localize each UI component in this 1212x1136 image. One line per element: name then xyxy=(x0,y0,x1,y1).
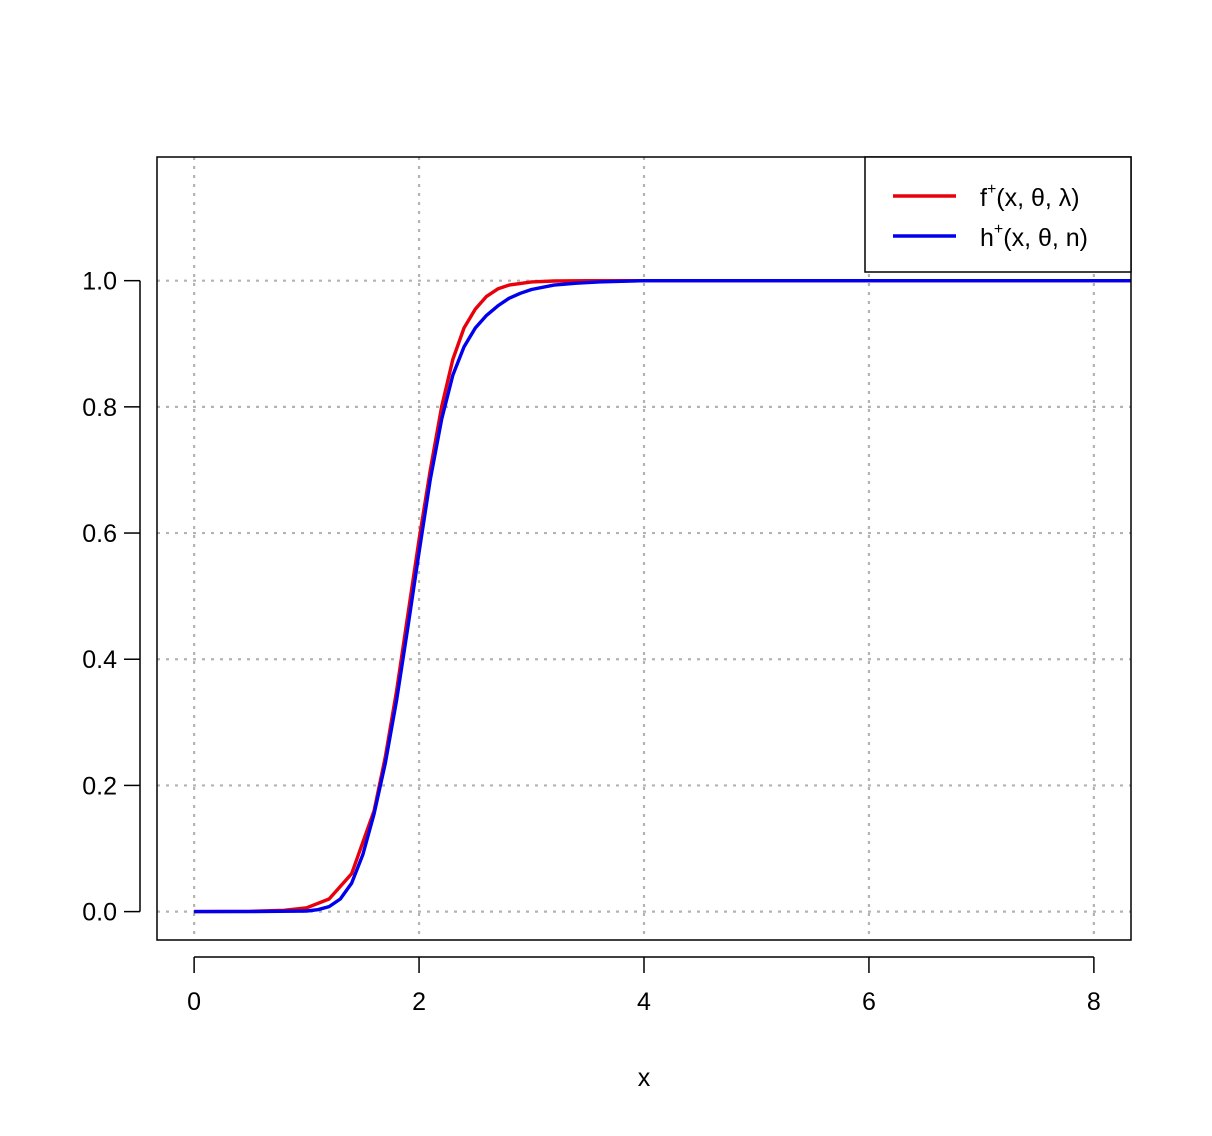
y-tick-label: 0.6 xyxy=(82,520,117,548)
legend-box xyxy=(864,156,1132,273)
y-tick-label: 0.2 xyxy=(82,772,117,800)
x-tick-label: 0 xyxy=(187,988,201,1016)
series-line-f xyxy=(194,279,1131,914)
y-axis: 0.0 0.2 0.4 0.6 0.8 1.0 xyxy=(82,268,141,927)
legend-label: h+(x, θ, n) xyxy=(980,221,1088,252)
plot-frame xyxy=(156,156,1132,941)
legend: f+(x, θ, λ) h+(x, θ, n) xyxy=(864,156,1132,273)
grid xyxy=(157,157,1131,940)
x-tick-label: 4 xyxy=(637,988,651,1016)
x-tick-label: 6 xyxy=(862,988,876,1016)
x-axis: 0 2 4 6 8 xyxy=(187,956,1101,1016)
legend-label: f+(x, θ, λ) xyxy=(980,181,1080,212)
y-tick-label: 0.8 xyxy=(82,394,117,422)
y-tick-label: 0.0 xyxy=(82,899,117,927)
x-tick-label: 2 xyxy=(412,988,426,1016)
plot-lines xyxy=(194,279,1131,914)
x-axis-label: x xyxy=(638,1064,651,1092)
series-line-h xyxy=(194,279,1131,914)
x-tick-label: 8 xyxy=(1087,988,1101,1016)
y-tick-label: 1.0 xyxy=(82,268,117,296)
y-tick-label: 0.4 xyxy=(82,646,117,674)
